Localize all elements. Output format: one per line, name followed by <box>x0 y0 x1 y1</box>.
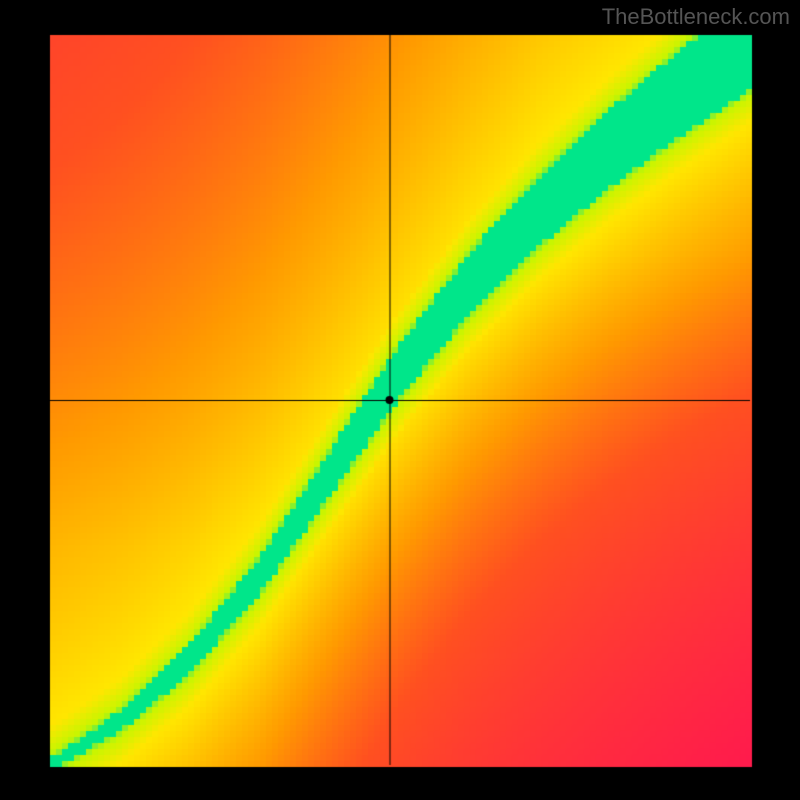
watermark-text: TheBottleneck.com <box>602 4 790 30</box>
heatmap-canvas <box>0 0 800 800</box>
chart-container: TheBottleneck.com <box>0 0 800 800</box>
